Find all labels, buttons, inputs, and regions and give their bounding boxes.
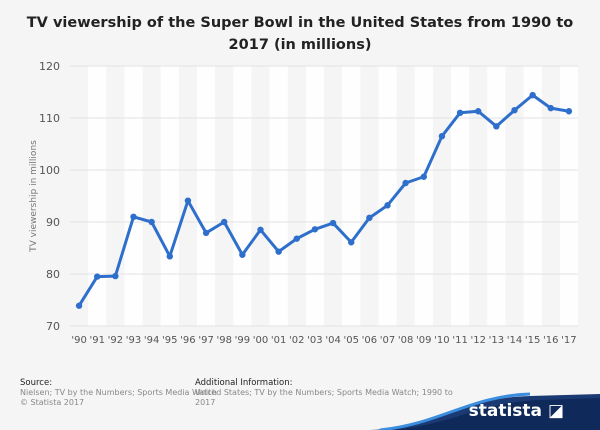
data-point — [166, 253, 173, 260]
data-point — [402, 179, 409, 187]
y-tick-label: 90 — [46, 216, 60, 229]
x-tick-label: '05 — [343, 335, 358, 346]
x-tick-label: '17 — [561, 335, 576, 346]
data-point — [475, 108, 482, 115]
data-point — [438, 133, 446, 140]
data-point — [293, 235, 300, 242]
x-tick-label: '90 — [71, 335, 86, 346]
x-tick-label: '98 — [216, 335, 231, 346]
data-point — [384, 202, 391, 209]
data-point — [257, 226, 264, 233]
x-tick-label: '96 — [180, 335, 195, 346]
x-tick-label: '08 — [398, 335, 413, 346]
x-tick-label: '01 — [271, 335, 286, 346]
x-tick-label: '12 — [470, 335, 485, 346]
data-point — [184, 197, 192, 204]
x-tick-label: '97 — [198, 335, 213, 346]
data-point — [275, 248, 282, 255]
chart-title: TV viewership of the Super Bowl in the U… — [26, 15, 574, 53]
y-tick-label: 70 — [46, 320, 60, 333]
x-tick-label: '94 — [144, 335, 159, 346]
y-axis-label: TV viewership in millions — [29, 140, 39, 253]
info-line: United States; TV by the Numbers; Sports… — [195, 388, 453, 397]
info-line: 2017 — [195, 398, 216, 407]
column-band — [414, 66, 433, 326]
column-band — [233, 66, 252, 326]
x-tick-label: '00 — [253, 335, 268, 346]
statista-wave-logo — [370, 392, 600, 430]
data-point — [329, 219, 337, 227]
x-tick-label: '95 — [162, 335, 177, 346]
x-tick-label: '09 — [416, 335, 431, 346]
x-tick-label: '93 — [126, 335, 141, 346]
x-tick-label: '04 — [325, 335, 340, 346]
data-point — [565, 108, 573, 115]
data-point — [547, 104, 554, 112]
data-point — [130, 213, 137, 220]
column-band — [160, 66, 179, 326]
column-band — [305, 66, 324, 326]
x-tick-label: '11 — [452, 335, 467, 346]
x-tick-label: '03 — [307, 335, 322, 346]
y-tick-label: 80 — [46, 268, 60, 281]
data-point — [112, 272, 119, 280]
x-tick-label: '99 — [235, 335, 250, 346]
x-tick-label: '14 — [507, 335, 522, 346]
column-band — [342, 66, 361, 326]
x-tick-label: '07 — [380, 335, 395, 346]
data-point — [221, 218, 228, 226]
copyright-line: © Statista 2017 — [20, 398, 85, 407]
info-label: Additional Information: — [195, 378, 293, 388]
column-band — [523, 66, 542, 326]
data-point — [511, 107, 518, 114]
y-tick-label: 110 — [39, 112, 60, 125]
source-line: Nielsen; TV by the Numbers; Sports Media… — [20, 388, 217, 397]
series-line — [77, 93, 570, 307]
data-point — [493, 123, 500, 130]
column-band — [559, 66, 578, 326]
y-tick-label: 100 — [39, 164, 60, 177]
data-point — [202, 229, 210, 237]
column-band — [124, 66, 143, 326]
x-tick-label: '10 — [434, 335, 449, 346]
column-band — [378, 66, 397, 326]
data-point — [529, 91, 536, 99]
data-point — [75, 302, 83, 309]
x-tick-label: '02 — [289, 335, 304, 346]
data-point — [94, 273, 101, 280]
statista-logo-text: statista ◪ — [468, 401, 564, 421]
column-band — [487, 66, 506, 326]
data-point — [456, 109, 464, 117]
data-point — [420, 173, 427, 180]
additional-info-block: Additional Information: United States; T… — [195, 378, 453, 408]
column-band — [451, 66, 470, 326]
column-band — [269, 66, 288, 326]
x-tick-label: '91 — [89, 335, 104, 346]
x-tick-label: '13 — [489, 335, 504, 346]
x-tick-label: '06 — [362, 335, 377, 346]
column-band — [88, 66, 107, 326]
source-label: Source: — [20, 378, 53, 388]
data-point — [348, 239, 355, 246]
data-point — [239, 251, 246, 258]
x-tick-label: '16 — [543, 335, 558, 346]
data-point — [148, 218, 155, 226]
y-tick-label: 120 — [39, 60, 60, 73]
x-tick-label: '15 — [525, 335, 540, 346]
data-point — [366, 214, 373, 222]
statista-logo-icon: ◪ — [547, 401, 564, 421]
source-block: Source: Nielsen; TV by the Numbers; Spor… — [20, 378, 217, 408]
x-tick-label: '92 — [108, 335, 123, 346]
data-point — [311, 226, 319, 233]
column-band — [197, 66, 216, 326]
